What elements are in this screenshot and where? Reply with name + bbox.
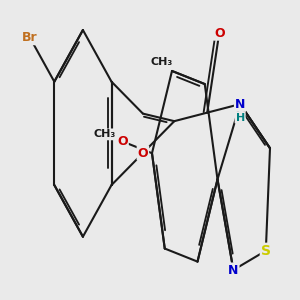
Text: N: N xyxy=(235,98,245,111)
Text: N: N xyxy=(235,98,245,111)
Text: CH₃: CH₃ xyxy=(150,57,172,67)
Text: S: S xyxy=(261,244,271,258)
Text: N: N xyxy=(228,263,239,277)
Text: O: O xyxy=(138,147,148,160)
Text: O: O xyxy=(117,135,128,148)
Text: CH₃: CH₃ xyxy=(94,129,116,140)
Text: O: O xyxy=(214,27,224,40)
Text: Br: Br xyxy=(22,31,38,44)
Text: H: H xyxy=(236,112,245,123)
